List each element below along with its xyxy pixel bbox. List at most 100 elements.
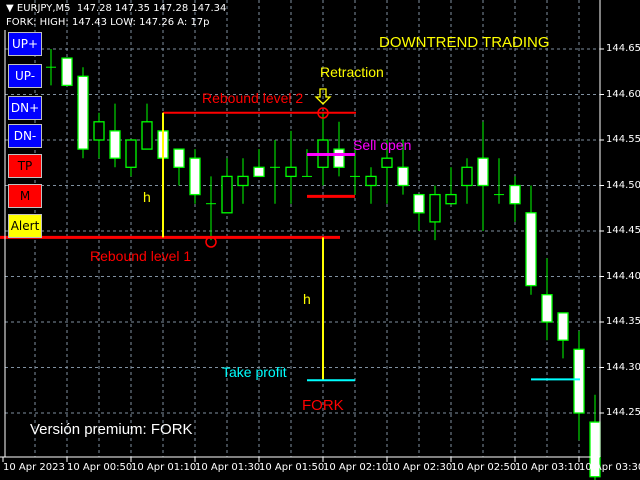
candle <box>61 57 73 87</box>
candle-body <box>477 157 489 187</box>
time-label: 10 Apr 01:30 <box>195 462 261 473</box>
collapse-triangle-icon[interactable]: ▼ <box>6 3 17 14</box>
candle-body <box>413 193 425 214</box>
price-label: 144.65 <box>606 43 640 54</box>
button-up-plus[interactable]: UP+ <box>8 32 42 56</box>
retraction-label: Retraction <box>320 64 384 80</box>
candle-body <box>525 212 537 287</box>
take-profit-label: Take profit <box>222 364 287 380</box>
fork-info: FORK: HIGH: 147.43 LOW: 147.26 A: 17p <box>6 17 210 28</box>
candle <box>477 121 489 231</box>
candle-body <box>77 75 89 150</box>
button-up-minus[interactable]: UP- <box>8 64 42 88</box>
candle <box>109 103 121 168</box>
candle <box>381 140 393 204</box>
time-label: 10 Apr 03:30 <box>579 462 640 473</box>
candle-body <box>189 157 201 196</box>
time-label: 10 Apr 2023 <box>3 462 65 473</box>
button-dn-plus[interactable]: DN+ <box>8 96 42 120</box>
price-label: 144.45 <box>606 225 640 236</box>
candle-body <box>429 193 441 223</box>
fork-label: FORK <box>302 397 344 414</box>
candle-body <box>221 175 233 214</box>
candle <box>206 176 216 241</box>
button-tp[interactable]: TP <box>8 154 42 178</box>
time-label: 10 Apr 03:10 <box>515 462 581 473</box>
candle <box>350 149 360 195</box>
candle <box>270 140 280 204</box>
strategy-title: DOWNTREND TRADING <box>379 34 550 51</box>
candle-body <box>109 130 121 159</box>
candle <box>509 176 521 222</box>
grid <box>5 0 600 457</box>
button-m[interactable]: M <box>8 184 42 208</box>
candle-body <box>125 139 137 168</box>
candle <box>221 158 233 214</box>
candle <box>429 185 441 241</box>
candle <box>189 149 201 204</box>
rebound-level-2-label: Rebound level 2 <box>202 90 304 106</box>
candle-body <box>285 166 297 178</box>
candles <box>46 49 601 480</box>
candle <box>397 140 409 195</box>
candle <box>541 258 553 341</box>
price-label: 144.40 <box>606 270 640 282</box>
sell-open-label: Sell open <box>353 137 412 153</box>
time-label: 10 Apr 01:10 <box>131 462 197 473</box>
candle-body <box>61 57 73 87</box>
candle-body <box>141 121 153 150</box>
candle <box>413 193 425 231</box>
candle <box>125 139 137 177</box>
price-label: 144.60 <box>606 88 640 100</box>
price-label: 144.30 <box>606 361 640 373</box>
candle-body <box>381 157 393 168</box>
price-label: 144.55 <box>606 134 640 145</box>
candle-body <box>397 166 409 187</box>
axis-ticks <box>2 48 604 462</box>
candle-body <box>573 348 585 414</box>
time-label: 10 Apr 00:50 <box>67 462 133 473</box>
time-label: 10 Apr 02:30 <box>387 462 453 473</box>
candle-body <box>445 193 457 205</box>
candle <box>557 312 569 359</box>
candle <box>365 167 377 204</box>
candle <box>77 67 89 159</box>
candle <box>285 130 297 204</box>
candle-body <box>365 175 377 187</box>
candle <box>525 185 537 295</box>
symbol-info: ▼ EURJPY,M5 147.28 147.35 147.28 147.34 <box>6 3 227 14</box>
candle <box>573 331 585 441</box>
candle <box>317 112 329 186</box>
h-label-2: h <box>303 291 311 307</box>
price-label: 144.25 <box>606 407 640 418</box>
candle <box>46 49 56 86</box>
candle-body <box>509 184 521 205</box>
button-alert[interactable]: Alert <box>8 214 42 238</box>
candle <box>173 148 185 186</box>
rebound-level-1-label: Rebound level 1 <box>90 248 192 264</box>
candle-body <box>557 312 569 341</box>
candle <box>494 158 504 204</box>
candle <box>93 112 105 159</box>
candle-body <box>173 148 185 168</box>
price-label: 144.50 <box>606 179 640 191</box>
candle-body <box>237 175 249 187</box>
button-dn-minus[interactable]: DN- <box>8 124 42 148</box>
retraction-arrow-down-icon <box>314 88 332 105</box>
candle <box>141 103 153 150</box>
premium-version-label: Versión premium: FORK <box>30 421 193 438</box>
price-label: 144.35 <box>606 316 640 327</box>
overlays <box>0 88 580 382</box>
candle <box>333 121 345 177</box>
candle-body <box>333 148 345 168</box>
candle-body <box>541 294 553 323</box>
candle <box>461 158 473 204</box>
candle <box>445 167 457 205</box>
candle-body <box>93 121 105 141</box>
rebound-point-1-icon <box>205 236 217 248</box>
candle <box>253 149 265 178</box>
candle <box>237 158 249 204</box>
time-label: 10 Apr 02:50 <box>451 462 517 473</box>
h-label-1: h <box>143 189 151 205</box>
